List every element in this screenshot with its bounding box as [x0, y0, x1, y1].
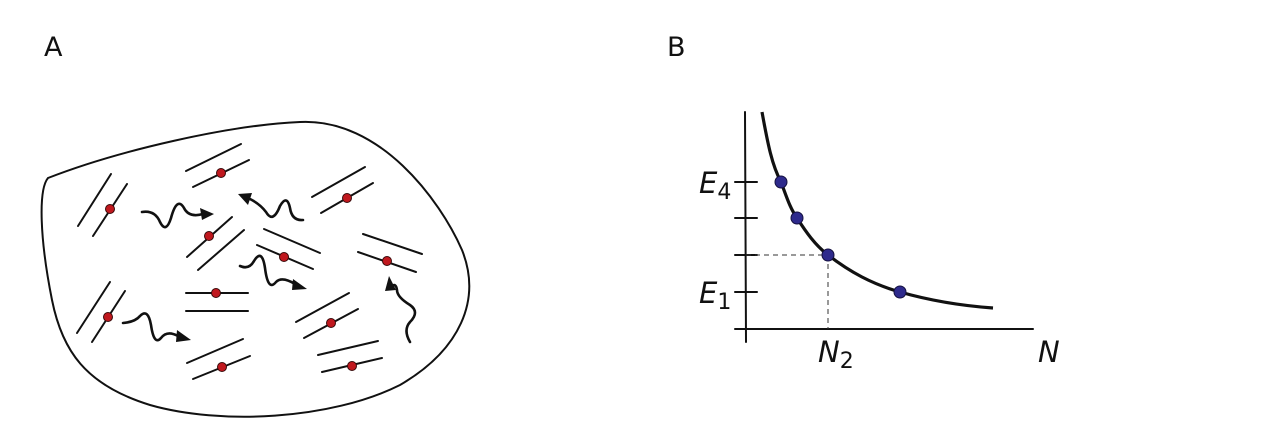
molecule [256, 228, 321, 270]
molecule-dot [347, 361, 357, 371]
molecule-dot [211, 288, 221, 298]
wavy-arrow [238, 254, 297, 287]
molecule-dot [342, 193, 352, 203]
molecule [317, 340, 383, 373]
x-tick-label-n2: N2 [818, 335, 854, 374]
y-tick-label-e4: E4 [699, 166, 731, 205]
container-outline [40, 120, 471, 418]
arrowhead [292, 279, 307, 290]
molecule [186, 338, 251, 380]
curve-point [821, 248, 835, 262]
wavy-arrow [140, 202, 205, 229]
molecule [185, 143, 250, 188]
curve-point [790, 211, 804, 225]
arrowhead [176, 330, 191, 342]
molecule-dot [216, 168, 226, 178]
curve-points [774, 175, 907, 299]
panel-a-label: A [44, 32, 63, 63]
wavy-arrow [248, 197, 305, 222]
molecule-dot [105, 204, 115, 214]
y-tick-label-e1: E1 [699, 276, 731, 315]
molecule-dot [103, 312, 113, 322]
x-axis-label: N [1038, 335, 1060, 369]
molecule [295, 292, 359, 339]
molecule-line [263, 228, 321, 254]
molecule [77, 173, 128, 237]
molecule-dot [279, 252, 289, 262]
molecule-line [76, 281, 111, 334]
energy-curve [760, 111, 994, 310]
molecule-line [317, 340, 379, 356]
curve-point [774, 175, 788, 189]
molecule-line [197, 229, 245, 271]
molecule [185, 288, 249, 312]
molecule [311, 166, 374, 214]
y-axis [744, 111, 747, 343]
panel-b-label: B [667, 32, 686, 63]
molecule-line [185, 143, 242, 172]
photon-arrows [121, 193, 417, 344]
molecule-line [311, 166, 366, 198]
wavy-arrow [390, 283, 417, 344]
molecule-line [77, 173, 112, 227]
molecule-dot [382, 256, 392, 266]
molecule-line [362, 233, 423, 255]
molecule-dot [204, 231, 214, 241]
arrowhead [385, 276, 396, 291]
arrowhead [238, 193, 252, 205]
molecule-dot [217, 362, 227, 372]
wavy-arrow [121, 312, 180, 342]
molecule [186, 216, 245, 271]
molecule-line [186, 338, 244, 364]
molecule [76, 281, 126, 343]
molecule-dot [326, 318, 336, 328]
curve-point [893, 285, 907, 299]
arrowhead [200, 208, 214, 220]
molecules [76, 143, 423, 380]
molecule [357, 233, 423, 273]
molecule-line [295, 292, 350, 323]
